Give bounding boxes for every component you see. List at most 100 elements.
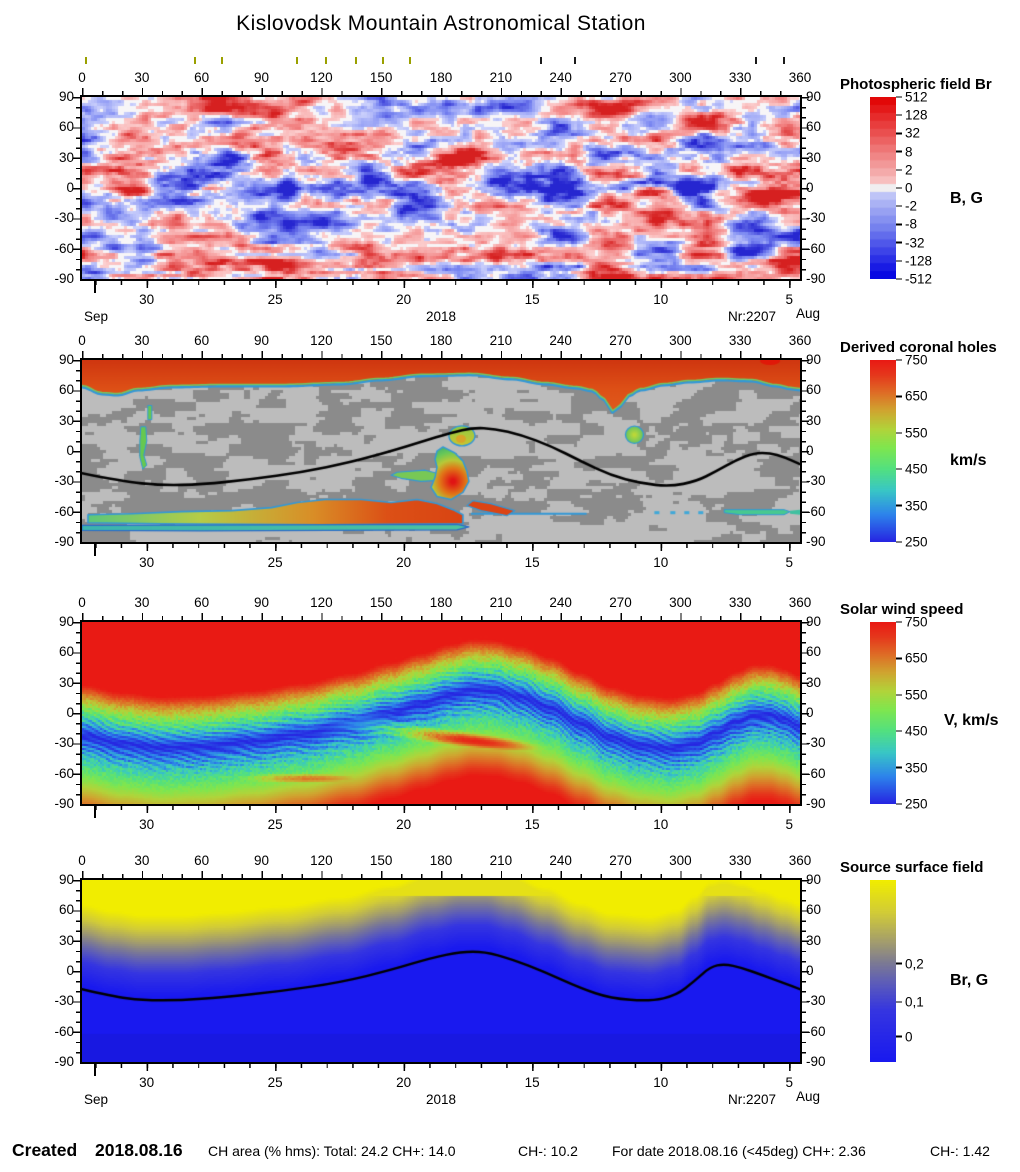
longitude-axis: 0 30 60 90 120 150 180 210 240 270 300 330 360 [78, 853, 811, 869]
axis-tick-label: -90 [54, 534, 74, 550]
axis-tick-label: 30 [58, 932, 74, 948]
axis-tick-label: 240 [549, 70, 572, 85]
axis-tick-label: 30 [134, 70, 150, 85]
source-surface-colorbar [870, 880, 896, 1062]
axis-tick-label: 0 [78, 595, 86, 610]
month-label-left: Sep [84, 309, 109, 324]
latitude-axis-right: 90 60 30 0 -30 -60 -90 [806, 614, 852, 811]
axis-tick-label: 30 [58, 149, 74, 165]
observation-marks [82, 57, 800, 65]
observation-mark [354, 57, 357, 64]
month-label-right: Aug [796, 1089, 821, 1104]
tick-icon [896, 205, 902, 207]
axis-tick-label: 360 [788, 595, 812, 610]
colorbar-tick-label: -128 [896, 253, 932, 268]
axis-ticks [802, 622, 806, 804]
source-surface-field-map [80, 878, 802, 1064]
created-label: Created [12, 1140, 78, 1160]
panel-title: Photospheric field Br [840, 76, 992, 93]
latitude-axis-right: 90 60 30 0 -30 -60 -90 [806, 89, 852, 286]
axis-ticks [76, 880, 80, 1062]
axis-tick-label: 15 [524, 555, 540, 570]
axis-tick-label: 60 [58, 644, 74, 660]
colorbar-tick-label: -8 [896, 217, 917, 232]
axis-ticks [76, 97, 80, 279]
axis-tick-label: 330 [728, 333, 752, 348]
axis-tick-label: 0 [78, 333, 86, 348]
axis-tick-label: 10 [653, 817, 669, 832]
tick-icon [896, 1001, 902, 1003]
axis-ticks [802, 880, 806, 1062]
axis-ticks [82, 91, 800, 95]
axis-tick-label: 60 [58, 382, 74, 398]
colorbar-labels: 0,2 0,1 0 [896, 880, 966, 1062]
axis-tick-label: 270 [609, 595, 632, 610]
axis-tick-label: 0 [66, 963, 74, 979]
tick-icon [896, 468, 902, 470]
axis-ticks [94, 544, 96, 556]
axis-tick-label: 120 [310, 333, 333, 348]
axis-tick-label: 120 [310, 70, 333, 85]
axis-tick-label: 180 [429, 333, 453, 348]
axis-tick-label: -30 [806, 735, 826, 751]
axis-tick-label: 150 [369, 333, 393, 348]
axis-tick-label: 120 [310, 853, 333, 868]
latitude-axis-left: 90 60 30 0 -30 -60 -90 [28, 89, 74, 286]
axis-tick-label: 240 [549, 595, 572, 610]
axis-tick-label: -30 [54, 735, 74, 751]
axis-ticks [82, 806, 800, 810]
axis-tick-label: 20 [396, 555, 412, 570]
axis-tick-label: 330 [728, 70, 752, 85]
axis-ticks [82, 874, 800, 878]
axis-tick-label: 10 [653, 292, 669, 307]
colorbar-tick-label: 0 [896, 1029, 913, 1044]
axis-tick-label: 270 [609, 853, 632, 868]
axis-ticks [94, 806, 96, 818]
axis-tick-label: 360 [788, 853, 812, 868]
axis-tick-label: 25 [267, 292, 283, 307]
axis-tick-label: 0 [66, 180, 74, 196]
colorbar-tick-label: 750 [896, 353, 928, 368]
tick-icon [896, 657, 902, 660]
axis-tick-label: -90 [806, 1054, 826, 1070]
axis-tick-label: 90 [806, 872, 822, 888]
axis-tick-label: 210 [489, 853, 513, 868]
axis-tick-label: 30 [58, 412, 74, 428]
axis-tick-label: 360 [788, 333, 812, 348]
axis-tick-label: 360 [788, 70, 812, 85]
tick-icon [896, 223, 902, 226]
axis-tick-label: 0 [66, 705, 74, 721]
axis-tick-label: 60 [806, 382, 822, 398]
month-label-left: Sep [84, 1092, 109, 1107]
axis-ticks [94, 1064, 96, 1076]
axis-tick-label: 210 [489, 70, 513, 85]
axis-tick-label: -30 [806, 993, 826, 1009]
axis-tick-label: 0 [806, 963, 814, 979]
axis-tick-label: 30 [58, 674, 74, 690]
photospheric-colorbar [870, 97, 896, 279]
date-axis: 30 25 20 15 10 5 [82, 817, 800, 833]
axis-tick-label: 90 [253, 853, 270, 868]
axis-tick-label: 20 [396, 1075, 412, 1090]
axis-tick-label: 90 [58, 89, 74, 105]
axis-tick-label: 0 [66, 443, 74, 459]
latitude-axis-left: 90 60 30 0 -30 -60 -90 [28, 614, 74, 811]
axis-tick-label: -90 [806, 534, 826, 550]
tick-icon [896, 730, 902, 732]
axis-tick-label: 270 [609, 70, 632, 85]
unit-label: km/s [950, 452, 987, 469]
axis-tick-label: -30 [806, 473, 826, 489]
axis-tick-label: -90 [806, 271, 826, 287]
axis-ticks [76, 360, 80, 542]
axis-tick-label: -30 [54, 993, 74, 1009]
colorbar-tick-label: 8 [896, 144, 913, 159]
axis-tick-label: 330 [728, 853, 752, 868]
axis-tick-label: 60 [58, 119, 74, 135]
page-title: Kislovodsk Mountain Astronomical Station [236, 12, 646, 35]
axis-tick-label: 0 [78, 853, 86, 868]
axis-tick-label: 90 [806, 614, 822, 630]
colorbar-tick-label: 350 [896, 498, 928, 513]
colorbar-tick-label: 550 [896, 425, 928, 440]
coronal-holes-map [80, 358, 802, 544]
observation-mark [295, 57, 298, 64]
